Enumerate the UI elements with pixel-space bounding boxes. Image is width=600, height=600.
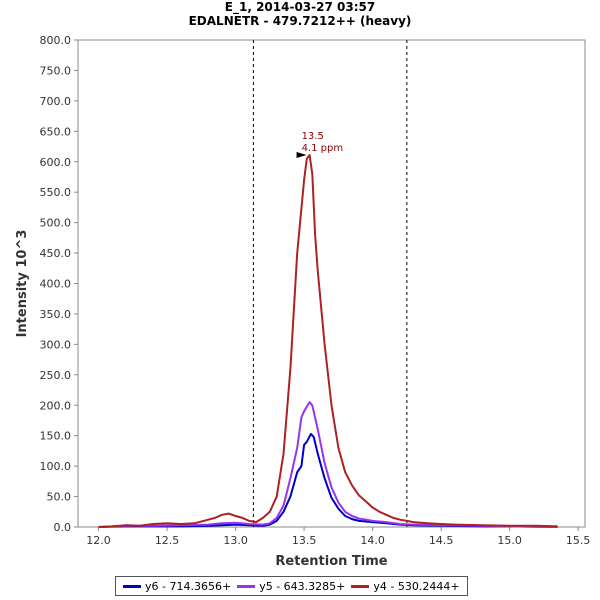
x-tick-label: 13.5 [292, 534, 317, 547]
y-tick-label: 250.0 [40, 369, 72, 382]
y-tick-label: 750.0 [40, 64, 72, 77]
y-tick-label: 650.0 [40, 125, 72, 138]
legend-label: y5 - 643.3285+ [259, 579, 346, 593]
y-tick-label: 350.0 [40, 308, 72, 321]
y-tick-label: 450.0 [40, 247, 72, 260]
legend-item: y6 - 714.3656+ [123, 580, 231, 593]
y-tick-label: 300.0 [40, 338, 72, 351]
y-tick-label: 700.0 [40, 95, 72, 108]
legend-item: y4 - 530.2444+ [351, 579, 460, 593]
legend-swatch [237, 584, 256, 588]
y-axis: 0.0 50.0 100.0 150.0 200.0 250.0 300.0 350.0 400… [40, 34, 78, 534]
chart-subtitle: EDALNETR - 479.7212++ (heavy) [189, 14, 412, 28]
x-tick-label: 15.5 [566, 534, 591, 547]
peak-annotation: 13.54.1 ppm [296, 131, 344, 159]
x-tick-label: 13.0 [223, 534, 248, 547]
y-tick-label: 800.0 [40, 34, 72, 47]
y-tick-label: 500.0 [40, 217, 72, 230]
y-tick-label: 100.0 [40, 460, 72, 473]
plot-area [77, 39, 586, 528]
y-tick-label: 0.0 [54, 521, 72, 534]
x-axis-label: Retention Time [275, 554, 387, 569]
y-tick-label: 550.0 [40, 186, 72, 199]
y-tick-label: 150.0 [40, 430, 72, 443]
y-tick-label: 400.0 [40, 278, 72, 291]
x-tick-label: 15.0 [497, 534, 522, 547]
x-tick-label: 14.0 [360, 534, 385, 547]
series-lines [98, 154, 558, 528]
legend-swatch [351, 584, 370, 588]
peak-rt-label: 13.5 [302, 131, 324, 142]
legend-label: y6 - 714.3656+ [145, 579, 232, 593]
y-tick-label: 50.0 [47, 491, 72, 504]
y-axis-label: Intensity 10^3 [15, 230, 30, 338]
series-line [98, 401, 558, 528]
x-tick-label: 12.0 [86, 534, 111, 547]
series-line [98, 154, 558, 528]
peak-ppm-label: 4.1 ppm [302, 143, 344, 154]
x-tick-label: 14.5 [429, 534, 454, 547]
legend-swatch [123, 584, 141, 588]
x-axis: 12.0 12.5 13.0 13.5 14.0 14.5 15.0 15.5 [86, 527, 590, 547]
y-tick-label: 600.0 [40, 156, 72, 169]
x-tick-label: 12.5 [155, 534, 180, 547]
legend-label: y4 - 530.2444+ [373, 579, 460, 593]
peak-marker-icon [296, 152, 307, 159]
legend: y6 - 714.3656+ y5 - 643.3285+ y4 - 530.244… [115, 576, 468, 596]
y-tick-label: 200.0 [40, 399, 72, 412]
chart-title: E_1, 2014-03-27 03:57 [225, 0, 375, 15]
legend-item: y5 - 643.3285+ [237, 580, 345, 593]
